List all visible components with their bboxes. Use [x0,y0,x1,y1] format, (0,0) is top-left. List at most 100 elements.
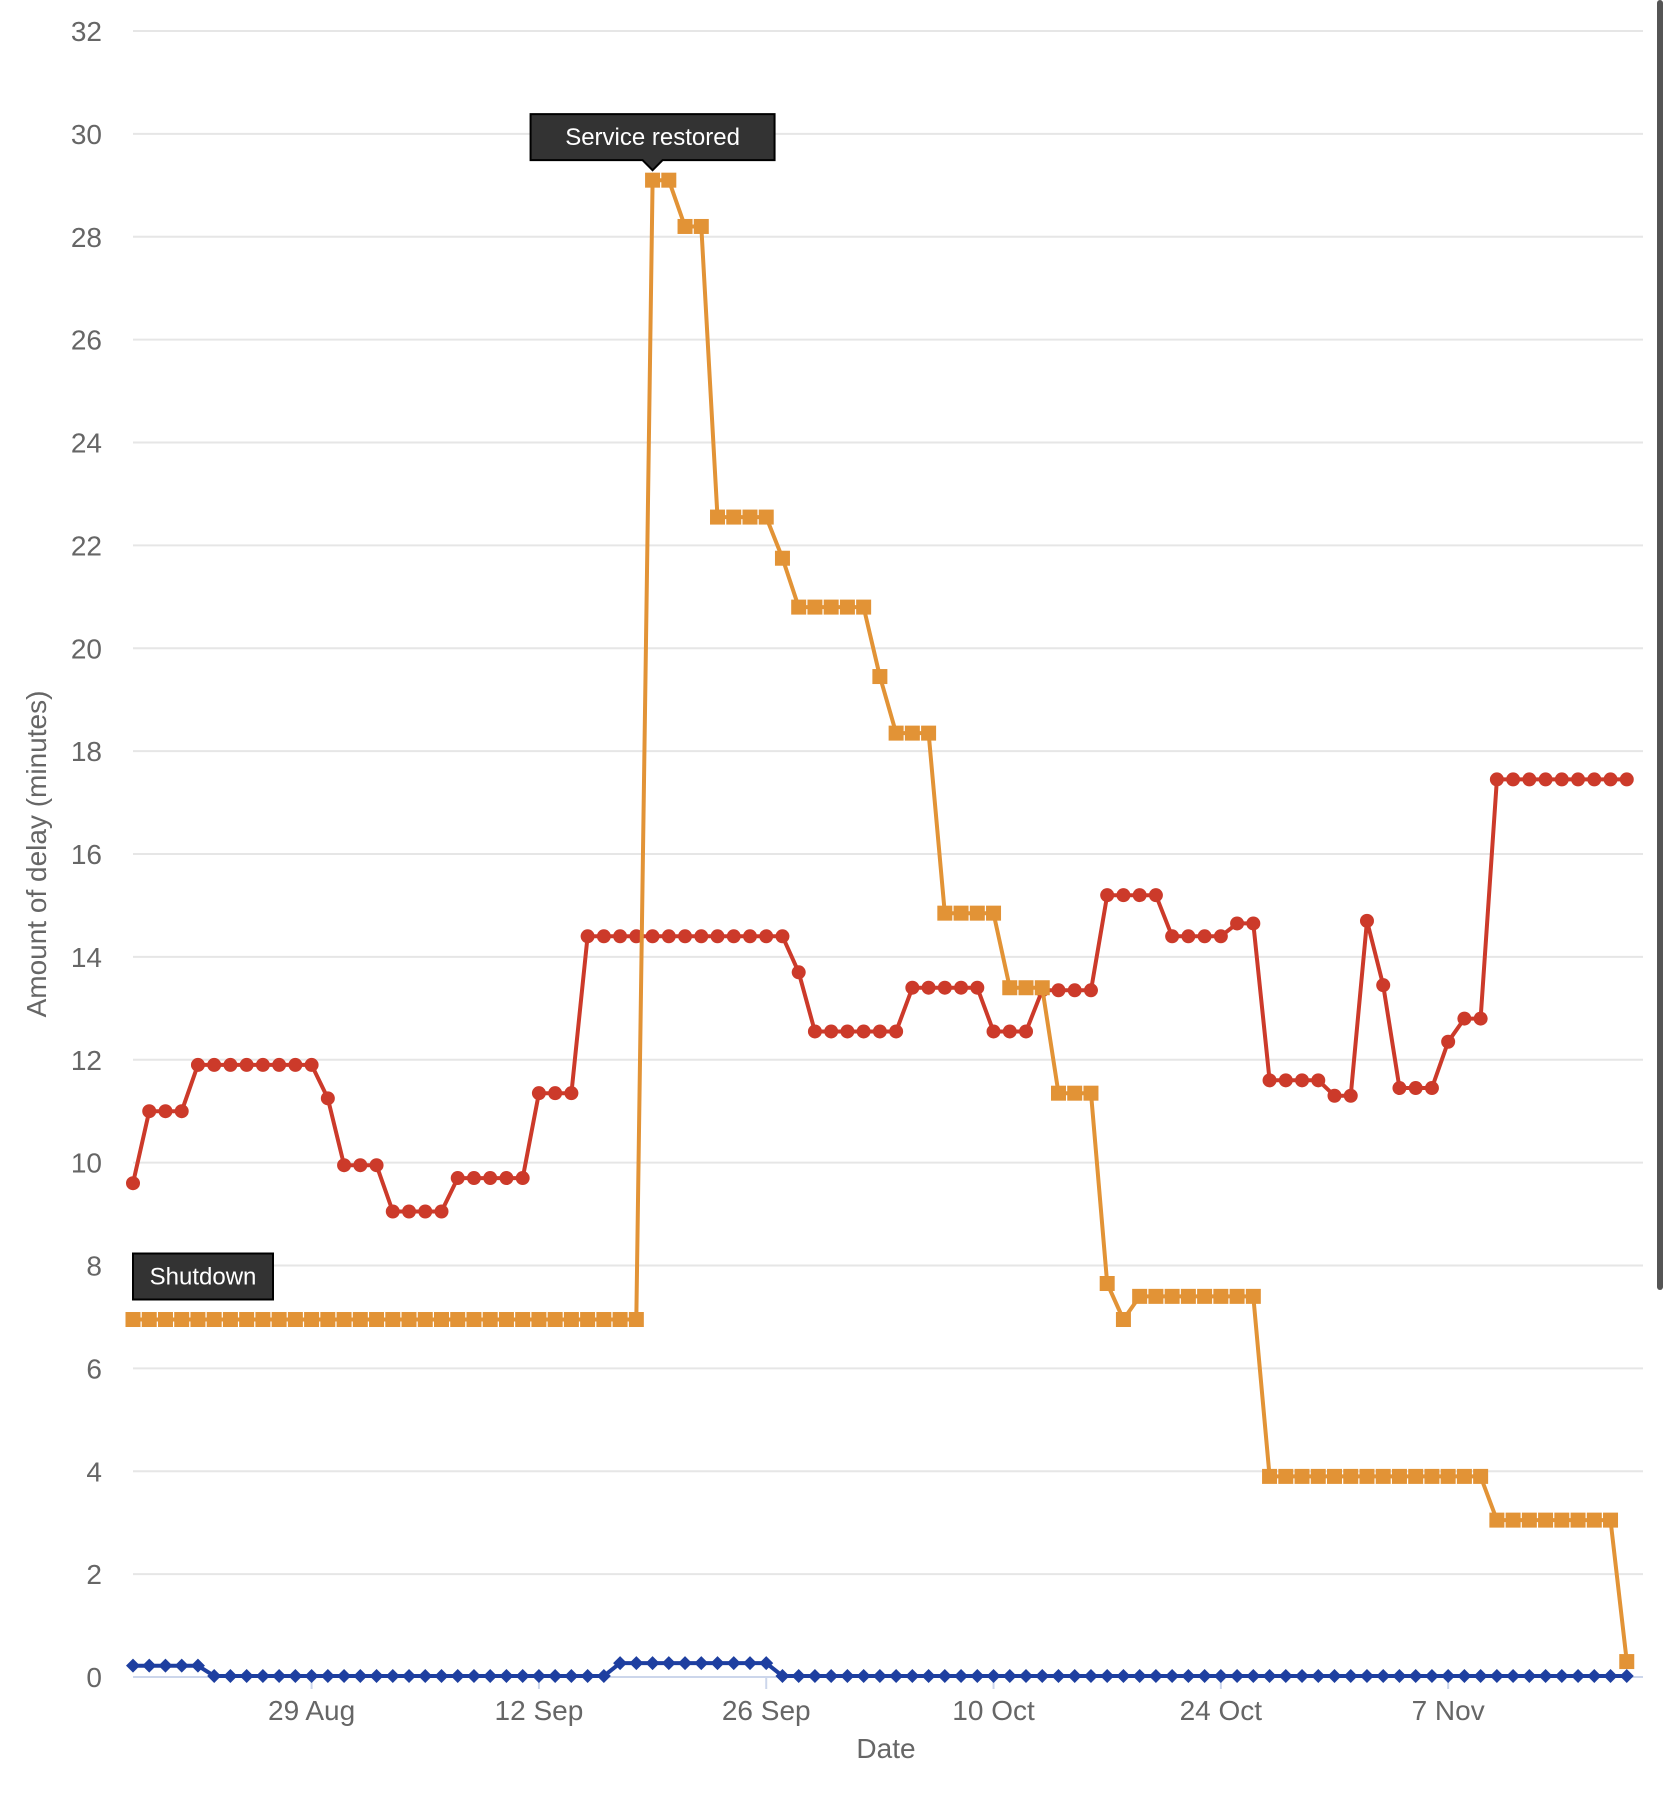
data-point-square [1148,1288,1164,1304]
data-point-diamond [1311,1668,1326,1683]
y-tick-label: 20 [71,633,102,664]
data-point-diamond [1538,1668,1553,1683]
data-point-square [888,725,904,741]
data-point-square [287,1312,303,1328]
data-point-circle [548,1086,563,1101]
data-point-diamond [320,1668,335,1683]
data-point-square [1164,1288,1180,1304]
data-point-diamond [288,1668,303,1683]
data-point-square [677,218,693,234]
data-point-circle [239,1057,254,1072]
data-point-square [580,1312,596,1328]
data-point-diamond [580,1668,595,1683]
data-point-circle [1538,772,1553,787]
data-point-square [1391,1468,1407,1484]
data-point-square [986,905,1002,921]
data-point-square [661,172,677,188]
data-point-circle [970,980,985,995]
data-point-square [417,1312,433,1328]
y-tick-label: 30 [71,119,102,150]
data-point-diamond [1246,1668,1261,1683]
data-point-square [969,905,985,921]
x-tick-label: 26 Sep [722,1695,811,1726]
data-point-diamond [255,1668,270,1683]
data-point-circle [921,980,936,995]
data-point-diamond [694,1656,709,1671]
data-point-diamond [174,1658,189,1673]
data-point-diamond [1554,1668,1569,1683]
data-point-diamond [1083,1668,1098,1683]
data-point-circle [320,1091,335,1106]
data-point-square [1408,1468,1424,1484]
data-point-diamond [1343,1668,1358,1683]
data-point-circle [710,929,725,944]
data-point-circle [889,1024,904,1039]
data-point-square [1586,1512,1602,1528]
data-point-circle [1262,1073,1277,1088]
y-tick-label: 10 [71,1148,102,1179]
data-point-diamond [1002,1668,1017,1683]
data-point-diamond [548,1668,563,1683]
data-point-circle [418,1204,433,1219]
data-point-diamond [954,1668,969,1683]
data-point-circle [223,1057,238,1072]
data-point-circle [1230,916,1245,931]
data-point-square [1603,1512,1619,1528]
data-point-circle [483,1171,498,1186]
data-point-square [1180,1288,1196,1304]
data-point-circle [1327,1088,1342,1103]
data-point-circle [807,1024,822,1039]
data-point-square [596,1312,612,1328]
data-point-square [645,172,661,188]
data-point-circle [986,1024,1001,1039]
data-point-circle [402,1204,417,1219]
data-point-circle [564,1086,579,1101]
data-point-square [856,599,872,615]
data-point-square [515,1312,531,1328]
series-square [125,172,1635,1670]
x-tick-label: 12 Sep [495,1695,584,1726]
data-point-circle [207,1057,222,1072]
data-point-circle [645,929,660,944]
data-point-diamond [1359,1668,1374,1683]
data-point-square [141,1312,157,1328]
grid-lines [133,30,1643,1576]
data-point-diamond [1148,1668,1163,1683]
data-point-diamond [1408,1668,1423,1683]
data-point-circle [1571,772,1586,787]
data-point-diamond [1571,1668,1586,1683]
data-point-square [450,1312,466,1328]
data-point-square [1294,1468,1310,1484]
data-point-circle [385,1204,400,1219]
y-tick-label: 12 [71,1045,102,1076]
data-point-square [1245,1288,1261,1304]
data-point-diamond [775,1668,790,1683]
data-point-square [531,1312,547,1328]
data-point-square [872,669,888,685]
data-point-square [1375,1468,1391,1484]
data-point-square [1083,1085,1099,1101]
annotation-text: Shutdown [150,1264,257,1291]
data-point-diamond [1376,1668,1391,1683]
data-point-diamond [369,1668,384,1683]
data-point-diamond [1587,1668,1602,1683]
data-point-circle [905,980,920,995]
data-point-square [498,1312,514,1328]
data-point-circle [954,980,969,995]
data-point-square [1456,1468,1472,1484]
data-point-diamond [353,1668,368,1683]
data-point-diamond [142,1658,157,1673]
data-point-diamond [905,1668,920,1683]
data-point-square [612,1312,628,1328]
data-point-diamond [661,1656,676,1671]
vertical-scrollbar[interactable] [1657,0,1663,1290]
data-point-circle [1587,772,1602,787]
y-tick-label: 2 [86,1559,102,1590]
annotation-box [132,1252,274,1301]
data-point-diamond [1051,1668,1066,1683]
y-tick-label: 18 [71,736,102,767]
series-line [131,777,1627,1214]
data-point-square [628,1312,644,1328]
data-point-circle [694,929,709,944]
